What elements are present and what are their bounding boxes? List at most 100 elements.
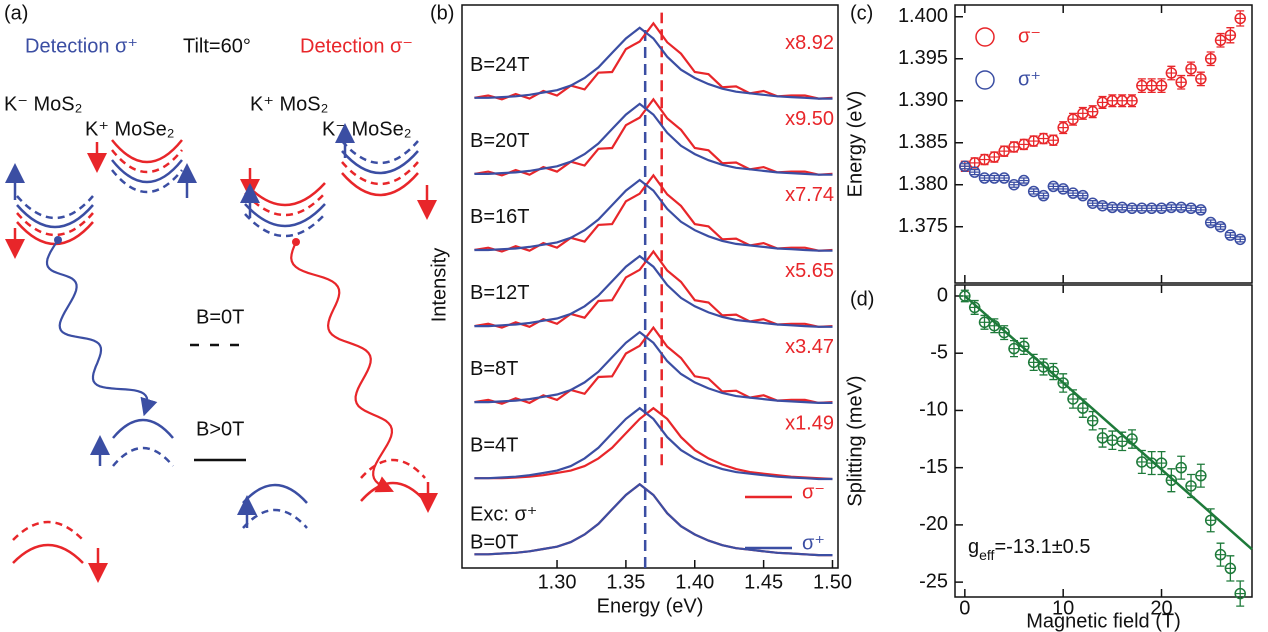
relaxation-path [290, 241, 394, 493]
band [112, 446, 174, 467]
x-tick-label: 1.30 [538, 571, 577, 593]
spectrum [474, 102, 833, 176]
legend-label: σ⁻ [802, 481, 825, 503]
annotation-part: eff [979, 547, 994, 563]
panel-label: (c) [850, 2, 873, 24]
panel-label: (b) [430, 2, 454, 24]
spectrum [474, 21, 833, 101]
y-tick-label: 1.395 [898, 47, 948, 69]
y-tick-label: 1.380 [898, 173, 948, 195]
spectrum [474, 178, 833, 252]
tilt-label: Tilt=60° [183, 35, 251, 57]
band [360, 458, 426, 479]
trace-label: B=8T [470, 358, 518, 380]
y-tick-label: -25 [919, 570, 948, 592]
x-axis-title: Magnetic field (T) [1026, 610, 1181, 632]
spectrum [474, 97, 833, 177]
spectrum [474, 325, 833, 405]
annotation: geff=-13.1±0.5 [968, 536, 1090, 562]
spectrum [474, 406, 833, 481]
plot-frame [954, 4, 1253, 284]
valley-label: K⁺ MoSe₂ [85, 118, 174, 140]
band [112, 418, 174, 439]
annotation-part: g [968, 536, 979, 558]
y-tick-label: -10 [919, 399, 948, 421]
trace-label: B=0T [470, 531, 518, 553]
legend-label: B=0T [196, 306, 244, 328]
annotation-part: =-13.1±0.5 [994, 536, 1090, 558]
y-tick-label: 1.400 [898, 5, 948, 27]
x-tick-label: 0 [959, 597, 970, 619]
spectrum [474, 26, 833, 100]
relaxation-path [45, 239, 158, 417]
scale-factor: x9.50 [785, 108, 834, 130]
valley-label: K⁺ MoS₂ [250, 93, 328, 115]
fit-line [963, 295, 1253, 551]
y-axis-title: Splitting (meV) [844, 375, 866, 506]
legend-label: σ⁻ [1018, 25, 1041, 47]
panel-label: (a) [4, 2, 28, 24]
spectrum [474, 173, 833, 253]
scale-factor: x5.65 [785, 260, 834, 282]
spectrum [474, 406, 833, 481]
band [111, 159, 183, 184]
y-tick-label: -20 [919, 513, 948, 535]
x-tick-label: 20 [1150, 597, 1172, 619]
band [111, 149, 183, 174]
panel-label: (d) [850, 288, 874, 310]
x-tick-label: 1.40 [675, 571, 714, 593]
y-tick-label: -15 [919, 456, 948, 478]
trace-label: B=24T [470, 54, 529, 76]
band [360, 481, 426, 502]
band [341, 150, 419, 175]
plot-frame [954, 284, 1253, 598]
band [341, 172, 419, 197]
legend-label: B>0T [196, 418, 244, 440]
y-tick-label: 1.375 [898, 215, 948, 237]
x-tick-label: 10 [1052, 597, 1074, 619]
y-axis-title: Intensity [428, 248, 450, 322]
trace-label: B=12T [470, 282, 529, 304]
x-tick-label: 1.50 [813, 571, 852, 593]
legend-marker [975, 27, 995, 47]
x-axis-title: Energy (eV) [597, 595, 704, 617]
trace-label: B=4T [470, 434, 518, 456]
band [242, 508, 308, 529]
band [242, 483, 308, 504]
excitation-label: Exc: σ⁺ [470, 503, 537, 525]
x-tick-label: 1.45 [744, 571, 783, 593]
detection-label: Detection σ⁺ [25, 35, 138, 57]
spectrum [474, 254, 833, 328]
y-tick-label: 0 [937, 284, 948, 306]
y-tick-label: 1.385 [898, 131, 948, 153]
legend-label: σ⁺ [1018, 68, 1041, 90]
scale-factor: x7.74 [785, 184, 834, 206]
y-tick-label: -5 [930, 341, 948, 363]
scale-factor: x8.92 [785, 32, 834, 54]
band [111, 139, 183, 164]
valley-label: K⁻ MoSe₂ [322, 118, 411, 140]
spectrum [474, 330, 833, 404]
x-tick-label: 1.35 [606, 571, 645, 593]
band [12, 520, 84, 541]
legend-marker [975, 70, 995, 90]
band [341, 140, 419, 165]
plot-frame [461, 4, 839, 569]
trace-label: B=20T [470, 130, 529, 152]
band [12, 543, 84, 564]
legend-label: σ⁺ [802, 532, 825, 554]
band [244, 203, 326, 228]
spectrum [474, 249, 833, 329]
scale-factor: x3.47 [785, 336, 834, 358]
valley-label: K⁻ MoS₂ [4, 93, 82, 115]
band [244, 182, 326, 207]
y-tick-label: 1.390 [898, 89, 948, 111]
scale-factor: x1.49 [785, 412, 834, 434]
y-axis-title: Energy (eV) [844, 91, 866, 198]
band [111, 169, 183, 194]
detection-label: Detection σ⁻ [300, 35, 413, 57]
spectrum [474, 482, 833, 557]
band [16, 204, 94, 229]
trace-label: B=16T [470, 206, 529, 228]
